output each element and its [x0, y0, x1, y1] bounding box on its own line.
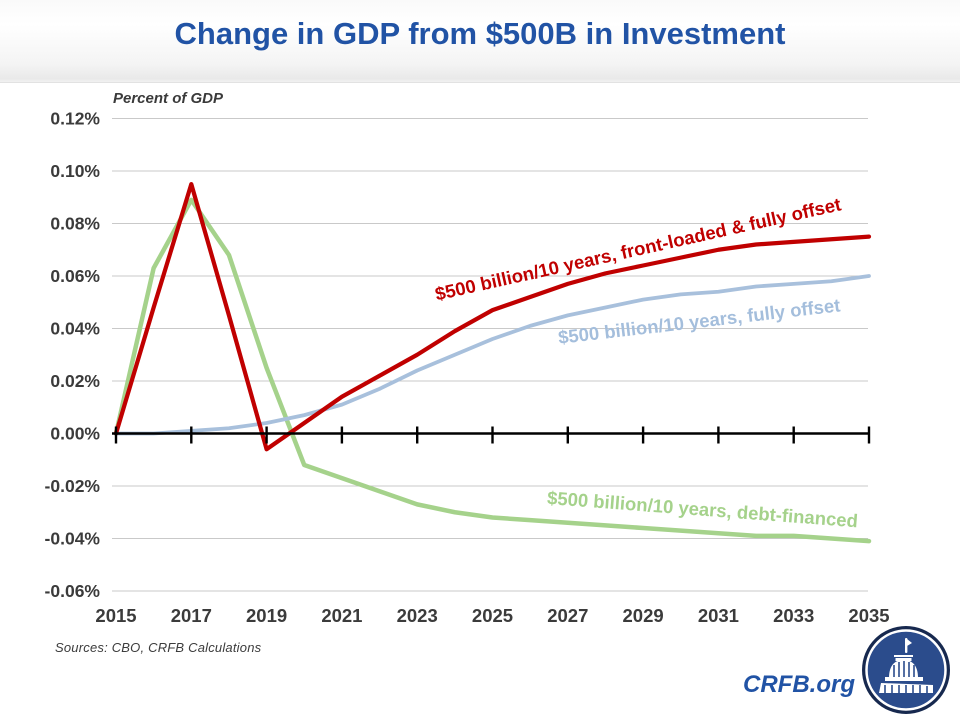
x-tick-label: 2015	[95, 605, 136, 626]
y-tick-label: 0.10%	[50, 161, 100, 181]
x-tick-label: 2025	[472, 605, 513, 626]
y-tick-label: 0.00%	[50, 424, 100, 444]
x-tick-label: 2031	[698, 605, 739, 626]
y-tick-label: 0.04%	[50, 319, 100, 339]
x-tick-label: 2029	[623, 605, 664, 626]
x-tick-label: 2021	[321, 605, 362, 626]
header-band: Change in GDP from $500B in Investment	[0, 0, 960, 83]
y-tick-label: 0.06%	[50, 266, 100, 286]
y-tick-label: 0.08%	[50, 214, 100, 234]
x-tick-label: 2017	[171, 605, 212, 626]
y-tick-label: -0.02%	[45, 476, 101, 496]
y-tick-label: -0.06%	[45, 581, 101, 601]
y-tick-label: -0.04%	[45, 529, 101, 549]
crfb-capitol-logo-icon	[862, 626, 950, 714]
x-tick-label: 2027	[547, 605, 588, 626]
x-tick-label: 2035	[848, 605, 889, 626]
chart-title: Change in GDP from $500B in Investment	[174, 16, 786, 51]
series-line	[114, 274, 871, 436]
x-tick-label: 2023	[397, 605, 438, 626]
series-line	[113, 182, 872, 452]
y-tick-label: 0.02%	[50, 371, 100, 391]
x-tick-label: 2033	[773, 605, 814, 626]
y-tick-label: 0.12%	[50, 109, 100, 129]
sources-note: Sources: CBO, CRFB Calculations	[55, 640, 262, 655]
series-line	[113, 197, 872, 544]
y-axis-title: Percent of GDP	[113, 90, 224, 107]
x-tick-label: 2019	[246, 605, 287, 626]
crfb-site-link[interactable]: CRFB.org	[743, 671, 855, 698]
